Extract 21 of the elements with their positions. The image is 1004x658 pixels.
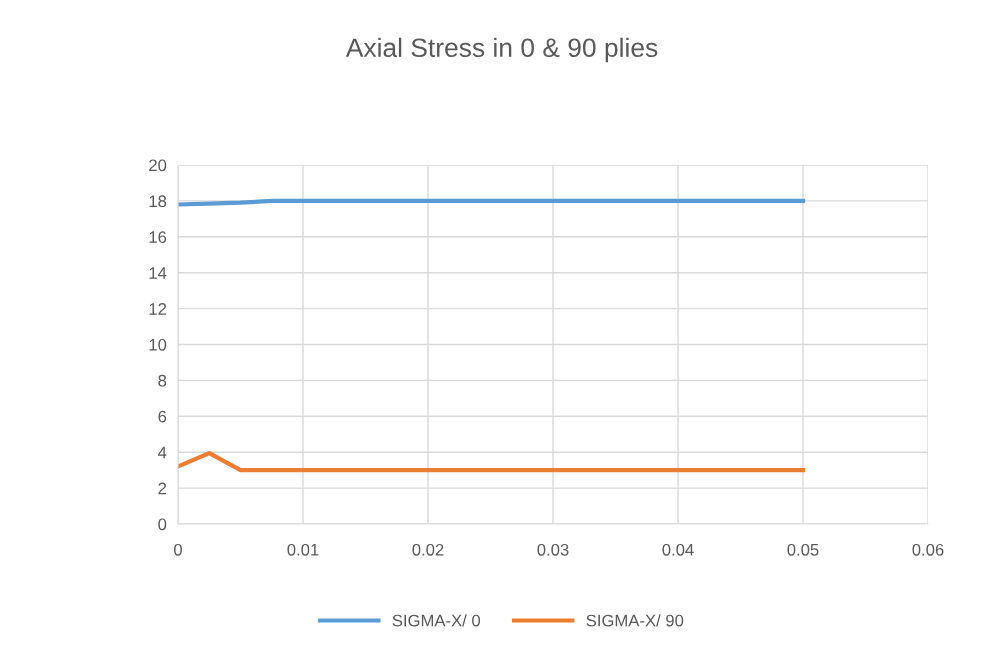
x-tick-label: 0.01 (287, 543, 319, 556)
y-tick-label: 8 (158, 374, 167, 387)
x-tick-label: 0.03 (537, 543, 569, 556)
y-tick-label: 2 (158, 482, 167, 495)
y-tick-label: 6 (158, 410, 167, 423)
y-tick-label: 12 (149, 303, 167, 315)
y-tick-label: 18 (149, 195, 167, 208)
x-tick-label: 0.05 (787, 543, 819, 556)
legend-label: SIGMA-X/ 0 (392, 614, 481, 627)
y-tick-label: 4 (158, 446, 167, 459)
y-tick-label: 14 (149, 267, 167, 279)
y-tick-label: 16 (149, 231, 167, 243)
x-tick-label: 0 (174, 543, 182, 556)
legend-label: SIGMA-X/ 90 (586, 614, 684, 627)
y-tick-label: 0 (158, 518, 167, 531)
y-tick-label: 20 (149, 159, 167, 172)
chart-title: Axial Stress in 0 & 90 plies (345, 37, 658, 63)
x-tick-label: 0.04 (662, 543, 694, 556)
x-tick-label: 0.06 (912, 543, 944, 556)
x-tick-label: 0.02 (412, 543, 444, 556)
y-tick-label: 10 (149, 338, 167, 351)
